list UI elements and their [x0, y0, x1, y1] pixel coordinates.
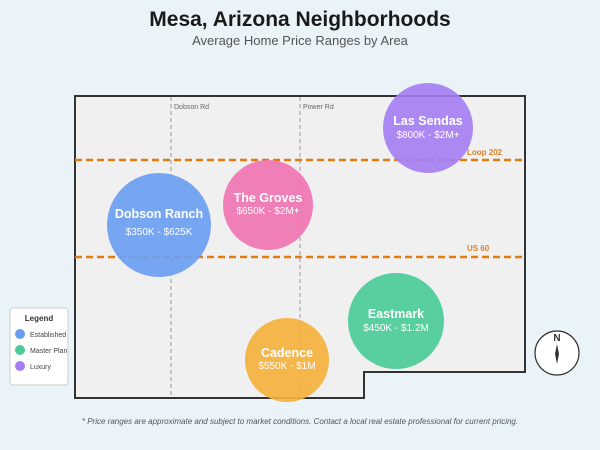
neighborhood-cadence[interactable]: Cadence $550K - $1M [245, 318, 329, 402]
legend-swatch-master-plan [15, 345, 25, 355]
highway-label-loop-202: Loop 202 [467, 148, 503, 157]
neighborhood-las-sendas[interactable]: Las Sendas $800K - $2M+ [383, 83, 473, 173]
legend-label: Luxury [30, 364, 52, 371]
legend-title: Legend [25, 314, 54, 323]
neighborhood-name: Cadence [261, 346, 313, 360]
legend-swatch-luxury [15, 361, 25, 371]
compass-icon: N [534, 330, 580, 376]
neighborhood-name: Las Sendas [393, 114, 463, 128]
legend-swatch-established [15, 329, 25, 339]
neighborhood-price: $350K - $625K [126, 227, 193, 238]
legend-label: Master Plan [30, 348, 67, 355]
neighborhood-dobson-ranch[interactable]: Dobson Ranch $350K - $625K [107, 173, 211, 277]
neighborhood-price: $550K - $1M [258, 361, 315, 372]
neighborhood-name: Eastmark [368, 307, 424, 321]
road-label-dobson: Dobson Rd [174, 104, 209, 111]
legend: Legend Established Master Plan Luxury [9, 307, 69, 386]
neighborhood-price: $650K - $2M+ [236, 206, 299, 217]
neighborhood-price: $450K - $1.2M [363, 323, 429, 334]
neighborhood-name: The Groves [234, 191, 303, 205]
footnote: * Price ranges are approximate and subje… [82, 417, 518, 426]
road-label-power: Power Rd [303, 104, 334, 111]
neighborhood-the-groves[interactable]: The Groves $650K - $2M+ [223, 160, 313, 250]
neighborhood-name: Dobson Ranch [115, 207, 203, 221]
compass-north-label: N [553, 333, 560, 344]
page-title: Mesa, Arizona Neighborhoods [149, 8, 450, 31]
highway-label-us-60: US 60 [467, 244, 490, 253]
page-subtitle: Average Home Price Ranges by Area [192, 33, 409, 48]
neighborhood-price: $800K - $2M+ [396, 130, 459, 141]
neighborhood-eastmark[interactable]: Eastmark $450K - $1.2M [348, 273, 444, 369]
legend-label: Established [30, 332, 66, 339]
